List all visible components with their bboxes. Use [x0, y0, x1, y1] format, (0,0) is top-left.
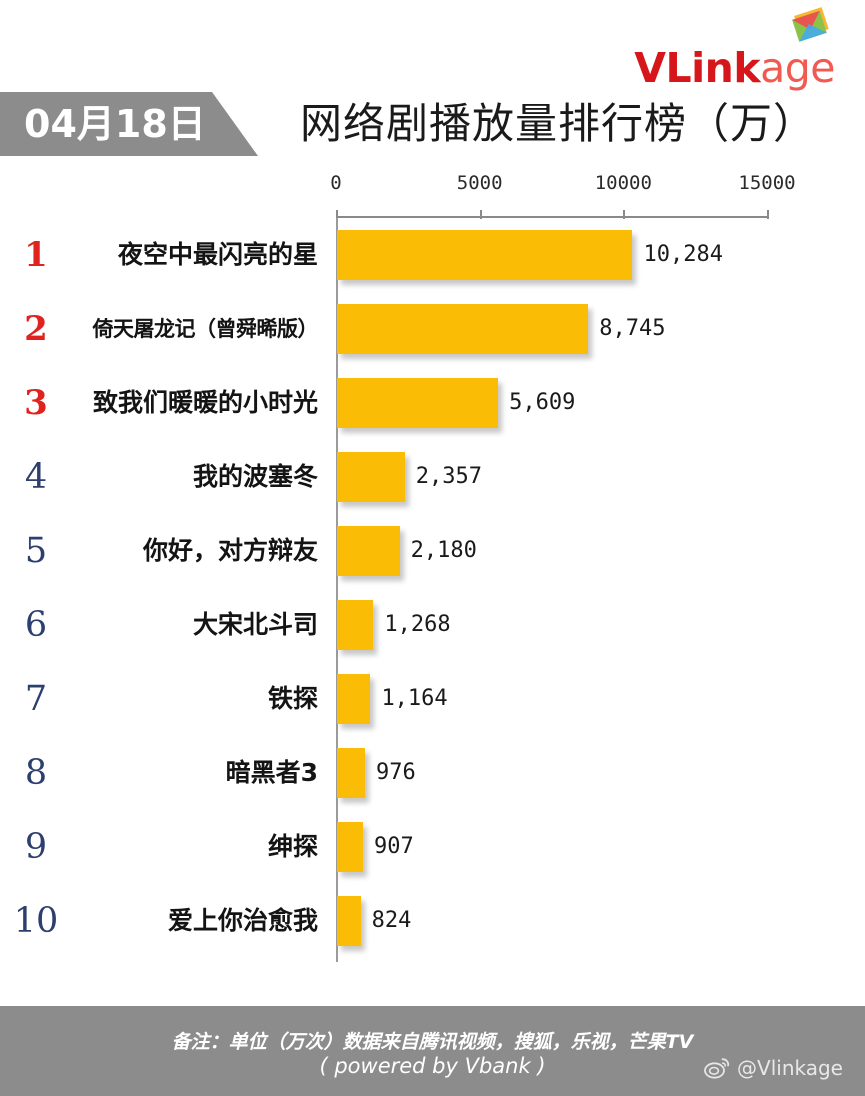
value-bar [337, 526, 400, 576]
x-tick-mark [623, 210, 626, 219]
value-bar [337, 822, 364, 872]
value-label: 907 [374, 834, 414, 859]
series-title: 致我们暖暖的小时光 [92, 388, 318, 417]
y-axis-line [336, 218, 338, 962]
rank-number: 9 [24, 827, 48, 867]
table-row[interactable]: 4 我的波塞冬 2,357 [0, 440, 865, 514]
x-tick-mark [336, 210, 338, 219]
series-title: 我的波塞冬 [192, 462, 318, 491]
value-label: 2,180 [410, 538, 477, 563]
rank-number: 1 [24, 235, 48, 275]
table-row[interactable]: 3 致我们暖暖的小时光 5,609 [0, 366, 865, 440]
date-label: 04月18日 [24, 102, 206, 146]
page-title: 网络剧播放量排行榜（万） [300, 99, 817, 148]
date-banner [0, 92, 258, 156]
series-title: 倚天屠龙记（曾舜晞版） [92, 317, 319, 341]
value-label: 5,609 [509, 390, 576, 415]
value-bar [337, 600, 374, 650]
footer-note-line1: 备注：单位（万次）数据来自腾讯视频，搜狐，乐视，芒果TV [171, 1031, 694, 1053]
series-title: 绅探 [267, 832, 318, 861]
rank-number: 7 [24, 679, 48, 719]
value-bar [337, 674, 371, 724]
value-label: 976 [376, 760, 416, 785]
vlinkage-logo: VLinkage [634, 6, 835, 90]
value-bar [337, 230, 633, 280]
x-tick-mark [479, 210, 482, 219]
table-row[interactable]: 6 大宋北斗司 1,268 [0, 588, 865, 662]
value-label: 824 [371, 908, 412, 933]
series-title: 爱上你治愈我 [167, 906, 318, 935]
series-title: 你好，对方辩友 [142, 536, 318, 565]
footer-note-line2: ( powered by Vbank ) [319, 1054, 546, 1078]
x-tick-label: 5000 [456, 172, 503, 194]
x-tick-mark [767, 210, 769, 219]
value-bar [337, 378, 499, 428]
value-label: 10,284 [643, 242, 723, 267]
chart-footer: 备注：单位（万次）数据来自腾讯视频，搜狐，乐视，芒果TV ( powered b… [0, 1006, 865, 1096]
x-tick-label: 15000 [738, 172, 796, 194]
table-row[interactable]: 9 绅探 907 [0, 810, 865, 884]
rank-number: 4 [24, 457, 48, 497]
weibo-handle[interactable]: @Vlinkage [704, 1056, 843, 1080]
vlinkage-diamond-logo-icon [789, 6, 835, 46]
table-row[interactable]: 2 倚天屠龙记（曾舜晞版） 8,745 [0, 292, 865, 366]
value-label: 1,164 [381, 686, 448, 711]
series-title: 铁探 [267, 684, 318, 713]
x-tick-label: 10000 [594, 172, 652, 194]
rank-number: 2 [24, 309, 48, 349]
x-tick-label: 0 [330, 172, 342, 194]
x-axis-tick-labels: 0 5000 10000 15000 [0, 172, 865, 202]
table-row[interactable]: 1 夜空中最闪亮的星 10,284 [0, 218, 865, 292]
table-row[interactable]: 7 铁探 1,164 [0, 662, 865, 736]
chart-header: 04月18日 网络剧播放量排行榜（万） [0, 90, 865, 164]
table-row[interactable]: 5 你好，对方辩友 2,180 [0, 514, 865, 588]
value-label: 1,268 [384, 612, 451, 637]
table-row[interactable]: 10 爱上你治愈我 824 [0, 884, 865, 958]
series-title: 大宋北斗司 [192, 610, 318, 639]
rank-number: 10 [13, 901, 59, 941]
value-label: 2,357 [415, 464, 482, 489]
value-bar [337, 452, 405, 502]
rank-number: 3 [24, 383, 48, 423]
rank-number: 8 [24, 753, 48, 793]
series-title: 暗黑者3 [225, 758, 318, 787]
value-bar [337, 748, 366, 798]
value-bar [337, 896, 361, 946]
logo-wordmark: VLinkage [634, 46, 835, 90]
table-row[interactable]: 8 暗黑者3 976 [0, 736, 865, 810]
rank-number: 6 [24, 605, 48, 645]
logo-text-secondary: age [760, 44, 835, 92]
rank-number: 5 [24, 531, 48, 571]
x-axis-line [336, 216, 767, 218]
bar-rows: 1 夜空中最闪亮的星 10,284 2 倚天屠龙记（曾舜晞版） 8,745 3 致我们暖暖的小… [0, 218, 865, 958]
chart-plot-area: 0 5000 10000 15000 1 夜空中最闪亮的星 10,284 2 倚天屠龙记（曾舜… [0, 172, 865, 1000]
weibo-icon [704, 1057, 730, 1079]
logo-text-primary: VLink [634, 44, 761, 92]
value-label: 8,745 [599, 316, 666, 341]
value-bar [337, 304, 589, 354]
series-title: 夜空中最闪亮的星 [117, 240, 318, 269]
weibo-handle-label: @Vlinkage [737, 1056, 843, 1080]
